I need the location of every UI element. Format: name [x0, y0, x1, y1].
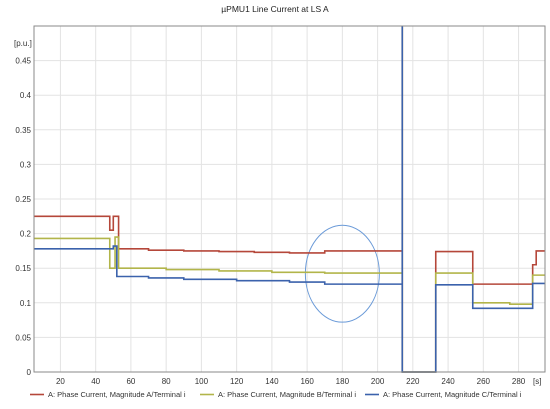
- y-tick-label: 0.15: [15, 264, 31, 273]
- x-tick-label: 120: [230, 377, 244, 386]
- y-tick-label: 0: [27, 368, 32, 377]
- legend-label-1: A: Phase Current, Magnitude A/Terminal i: [48, 390, 186, 399]
- y-tick-label: 0.05: [15, 333, 31, 342]
- x-tick-label: 240: [441, 377, 455, 386]
- x-tick-label: 20: [56, 377, 65, 386]
- x-tick-label: 40: [91, 377, 100, 386]
- x-tick-label: 60: [126, 377, 135, 386]
- legend-label-3: A: Phase Current, Magnitude C/Terminal i: [383, 390, 522, 399]
- x-tick-label: 80: [162, 377, 171, 386]
- series-line-2: [34, 26, 545, 373]
- x-tick-label: 280: [512, 377, 526, 386]
- plot-frame: [33, 25, 546, 373]
- x-tick-label: 200: [371, 377, 385, 386]
- chart-title: µPMU1 Line Current at LS A: [221, 4, 329, 14]
- x-tick-label: 220: [406, 377, 420, 386]
- x-tick-label: 140: [265, 377, 279, 386]
- x-tick-label: 160: [300, 377, 314, 386]
- y-tick-label: 0.2: [20, 230, 32, 239]
- y-tick-label: 0.3: [20, 160, 32, 169]
- y-tick-label: 0.1: [20, 299, 32, 308]
- x-axis-label: [s]: [533, 377, 541, 386]
- series-layer: [34, 26, 545, 373]
- legend-label-2: A: Phase Current, Magnitude B/Terminal i: [218, 390, 356, 399]
- x-tick-label: 100: [195, 377, 209, 386]
- y-tick-label: 0.35: [15, 126, 31, 135]
- y-axis-label: [p.u.]: [14, 39, 32, 48]
- y-tick-label: 0.25: [15, 195, 31, 204]
- y-tick-label: 0.45: [15, 57, 31, 66]
- grid-layer: [34, 26, 545, 372]
- x-tick-label: 180: [336, 377, 350, 386]
- y-tick-label: 0.4: [20, 91, 32, 100]
- series-line-3: [34, 26, 545, 373]
- x-tick-label: 260: [477, 377, 491, 386]
- axis-layer: 0 0.05 0.1 0.15 0.2 0.25 0.3 0.35 0.4 0.45 20 40 60 8…: [15, 57, 525, 386]
- legend: A: Phase Current, Magnitude A/Terminal i…: [30, 390, 522, 399]
